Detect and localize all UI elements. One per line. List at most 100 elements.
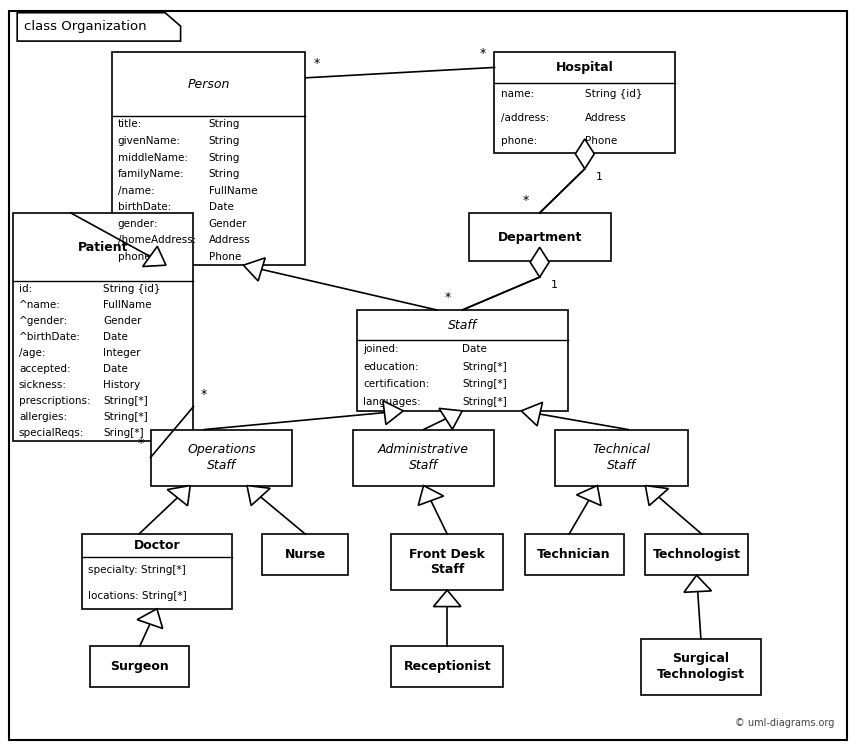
FancyBboxPatch shape xyxy=(262,534,348,575)
Polygon shape xyxy=(439,409,463,430)
Text: String[*]: String[*] xyxy=(463,397,507,407)
Polygon shape xyxy=(418,486,444,505)
Polygon shape xyxy=(143,247,166,267)
FancyBboxPatch shape xyxy=(494,52,675,153)
Polygon shape xyxy=(575,139,594,169)
Text: certification:: certification: xyxy=(363,379,429,389)
Text: 1: 1 xyxy=(596,172,603,182)
Text: *: * xyxy=(522,194,528,207)
Text: locations: String[*]: locations: String[*] xyxy=(88,591,187,601)
Polygon shape xyxy=(530,247,549,277)
Text: Patient: Patient xyxy=(78,241,128,253)
Text: Surgeon: Surgeon xyxy=(110,660,169,673)
Text: birthDate:: birthDate: xyxy=(118,202,171,212)
Text: givenName:: givenName: xyxy=(118,136,181,146)
Text: Address: Address xyxy=(208,235,250,245)
Text: 1: 1 xyxy=(551,280,558,290)
Text: Doctor: Doctor xyxy=(133,539,181,552)
Text: String[*]: String[*] xyxy=(103,412,148,422)
Text: id:: id: xyxy=(19,284,32,294)
Text: Phone: Phone xyxy=(208,252,241,262)
Text: Date: Date xyxy=(463,344,487,354)
Text: History: History xyxy=(103,380,140,390)
Text: Operations
Staff: Operations Staff xyxy=(187,443,255,472)
Text: title:: title: xyxy=(118,120,142,129)
Text: accepted:: accepted: xyxy=(19,364,71,374)
FancyBboxPatch shape xyxy=(645,534,748,575)
Text: Hospital: Hospital xyxy=(556,61,614,74)
Text: Receptionist: Receptionist xyxy=(403,660,491,673)
Text: Sring[*]: Sring[*] xyxy=(103,428,144,438)
Text: middleName:: middleName: xyxy=(118,152,187,163)
Text: String: String xyxy=(208,136,240,146)
Text: Surgical
Technologist: Surgical Technologist xyxy=(657,652,745,681)
Text: ^gender:: ^gender: xyxy=(19,316,68,326)
Polygon shape xyxy=(576,486,601,506)
Text: String[*]: String[*] xyxy=(463,379,507,389)
Polygon shape xyxy=(645,486,668,506)
FancyBboxPatch shape xyxy=(82,534,232,609)
Text: *: * xyxy=(200,388,206,400)
Text: /address:: /address: xyxy=(501,113,549,123)
FancyBboxPatch shape xyxy=(391,534,503,590)
Text: © uml-diagrams.org: © uml-diagrams.org xyxy=(734,719,834,728)
Text: FullName: FullName xyxy=(103,300,151,310)
Text: allergies:: allergies: xyxy=(19,412,67,422)
Text: Integer: Integer xyxy=(103,348,141,358)
FancyBboxPatch shape xyxy=(112,52,305,265)
FancyBboxPatch shape xyxy=(357,310,568,411)
Text: joined:: joined: xyxy=(363,344,398,354)
Text: phone:: phone: xyxy=(501,137,537,146)
Text: gender:: gender: xyxy=(118,219,158,229)
FancyBboxPatch shape xyxy=(525,534,624,575)
Text: name:: name: xyxy=(501,90,534,99)
Text: ^name:: ^name: xyxy=(19,300,61,310)
Polygon shape xyxy=(433,590,461,607)
Text: prescriptions:: prescriptions: xyxy=(19,396,90,406)
Text: Person: Person xyxy=(187,78,230,90)
Text: Technician: Technician xyxy=(538,548,611,561)
Text: String[*]: String[*] xyxy=(463,362,507,372)
Text: FullName: FullName xyxy=(208,186,257,196)
Text: Date: Date xyxy=(103,332,128,342)
Polygon shape xyxy=(17,13,181,41)
Text: /homeAddress:: /homeAddress: xyxy=(118,235,196,245)
Text: Staff: Staff xyxy=(448,319,476,332)
Text: Address: Address xyxy=(585,113,627,123)
Text: String {id}: String {id} xyxy=(585,90,642,99)
Text: Administrative
Staff: Administrative Staff xyxy=(378,443,469,472)
Text: Front Desk
Staff: Front Desk Staff xyxy=(409,548,485,577)
Text: *: * xyxy=(138,437,144,450)
FancyBboxPatch shape xyxy=(9,11,847,740)
Text: Technical
Staff: Technical Staff xyxy=(593,443,650,472)
Text: sickness:: sickness: xyxy=(19,380,67,390)
Polygon shape xyxy=(383,400,403,424)
Text: familyName:: familyName: xyxy=(118,169,184,179)
Text: Gender: Gender xyxy=(103,316,142,326)
Text: String[*]: String[*] xyxy=(103,396,148,406)
FancyBboxPatch shape xyxy=(555,430,688,486)
Polygon shape xyxy=(168,486,190,506)
FancyBboxPatch shape xyxy=(150,430,292,486)
Text: class Organization: class Organization xyxy=(24,20,147,34)
Text: phone:: phone: xyxy=(118,252,154,262)
Text: Date: Date xyxy=(103,364,128,374)
Text: specialReqs:: specialReqs: xyxy=(19,428,84,438)
Text: Date: Date xyxy=(208,202,233,212)
Polygon shape xyxy=(243,258,265,281)
Polygon shape xyxy=(247,486,270,506)
Text: /age:: /age: xyxy=(19,348,46,358)
Text: *: * xyxy=(445,291,451,304)
Text: Phone: Phone xyxy=(585,137,617,146)
FancyBboxPatch shape xyxy=(13,213,194,441)
Polygon shape xyxy=(521,403,543,426)
Text: Technologist: Technologist xyxy=(653,548,740,561)
Text: *: * xyxy=(480,47,486,60)
Polygon shape xyxy=(684,575,711,592)
FancyBboxPatch shape xyxy=(469,213,611,261)
Text: String: String xyxy=(208,120,240,129)
Text: /name:: /name: xyxy=(118,186,155,196)
FancyBboxPatch shape xyxy=(90,646,189,687)
FancyBboxPatch shape xyxy=(641,639,761,695)
Text: String: String xyxy=(208,169,240,179)
